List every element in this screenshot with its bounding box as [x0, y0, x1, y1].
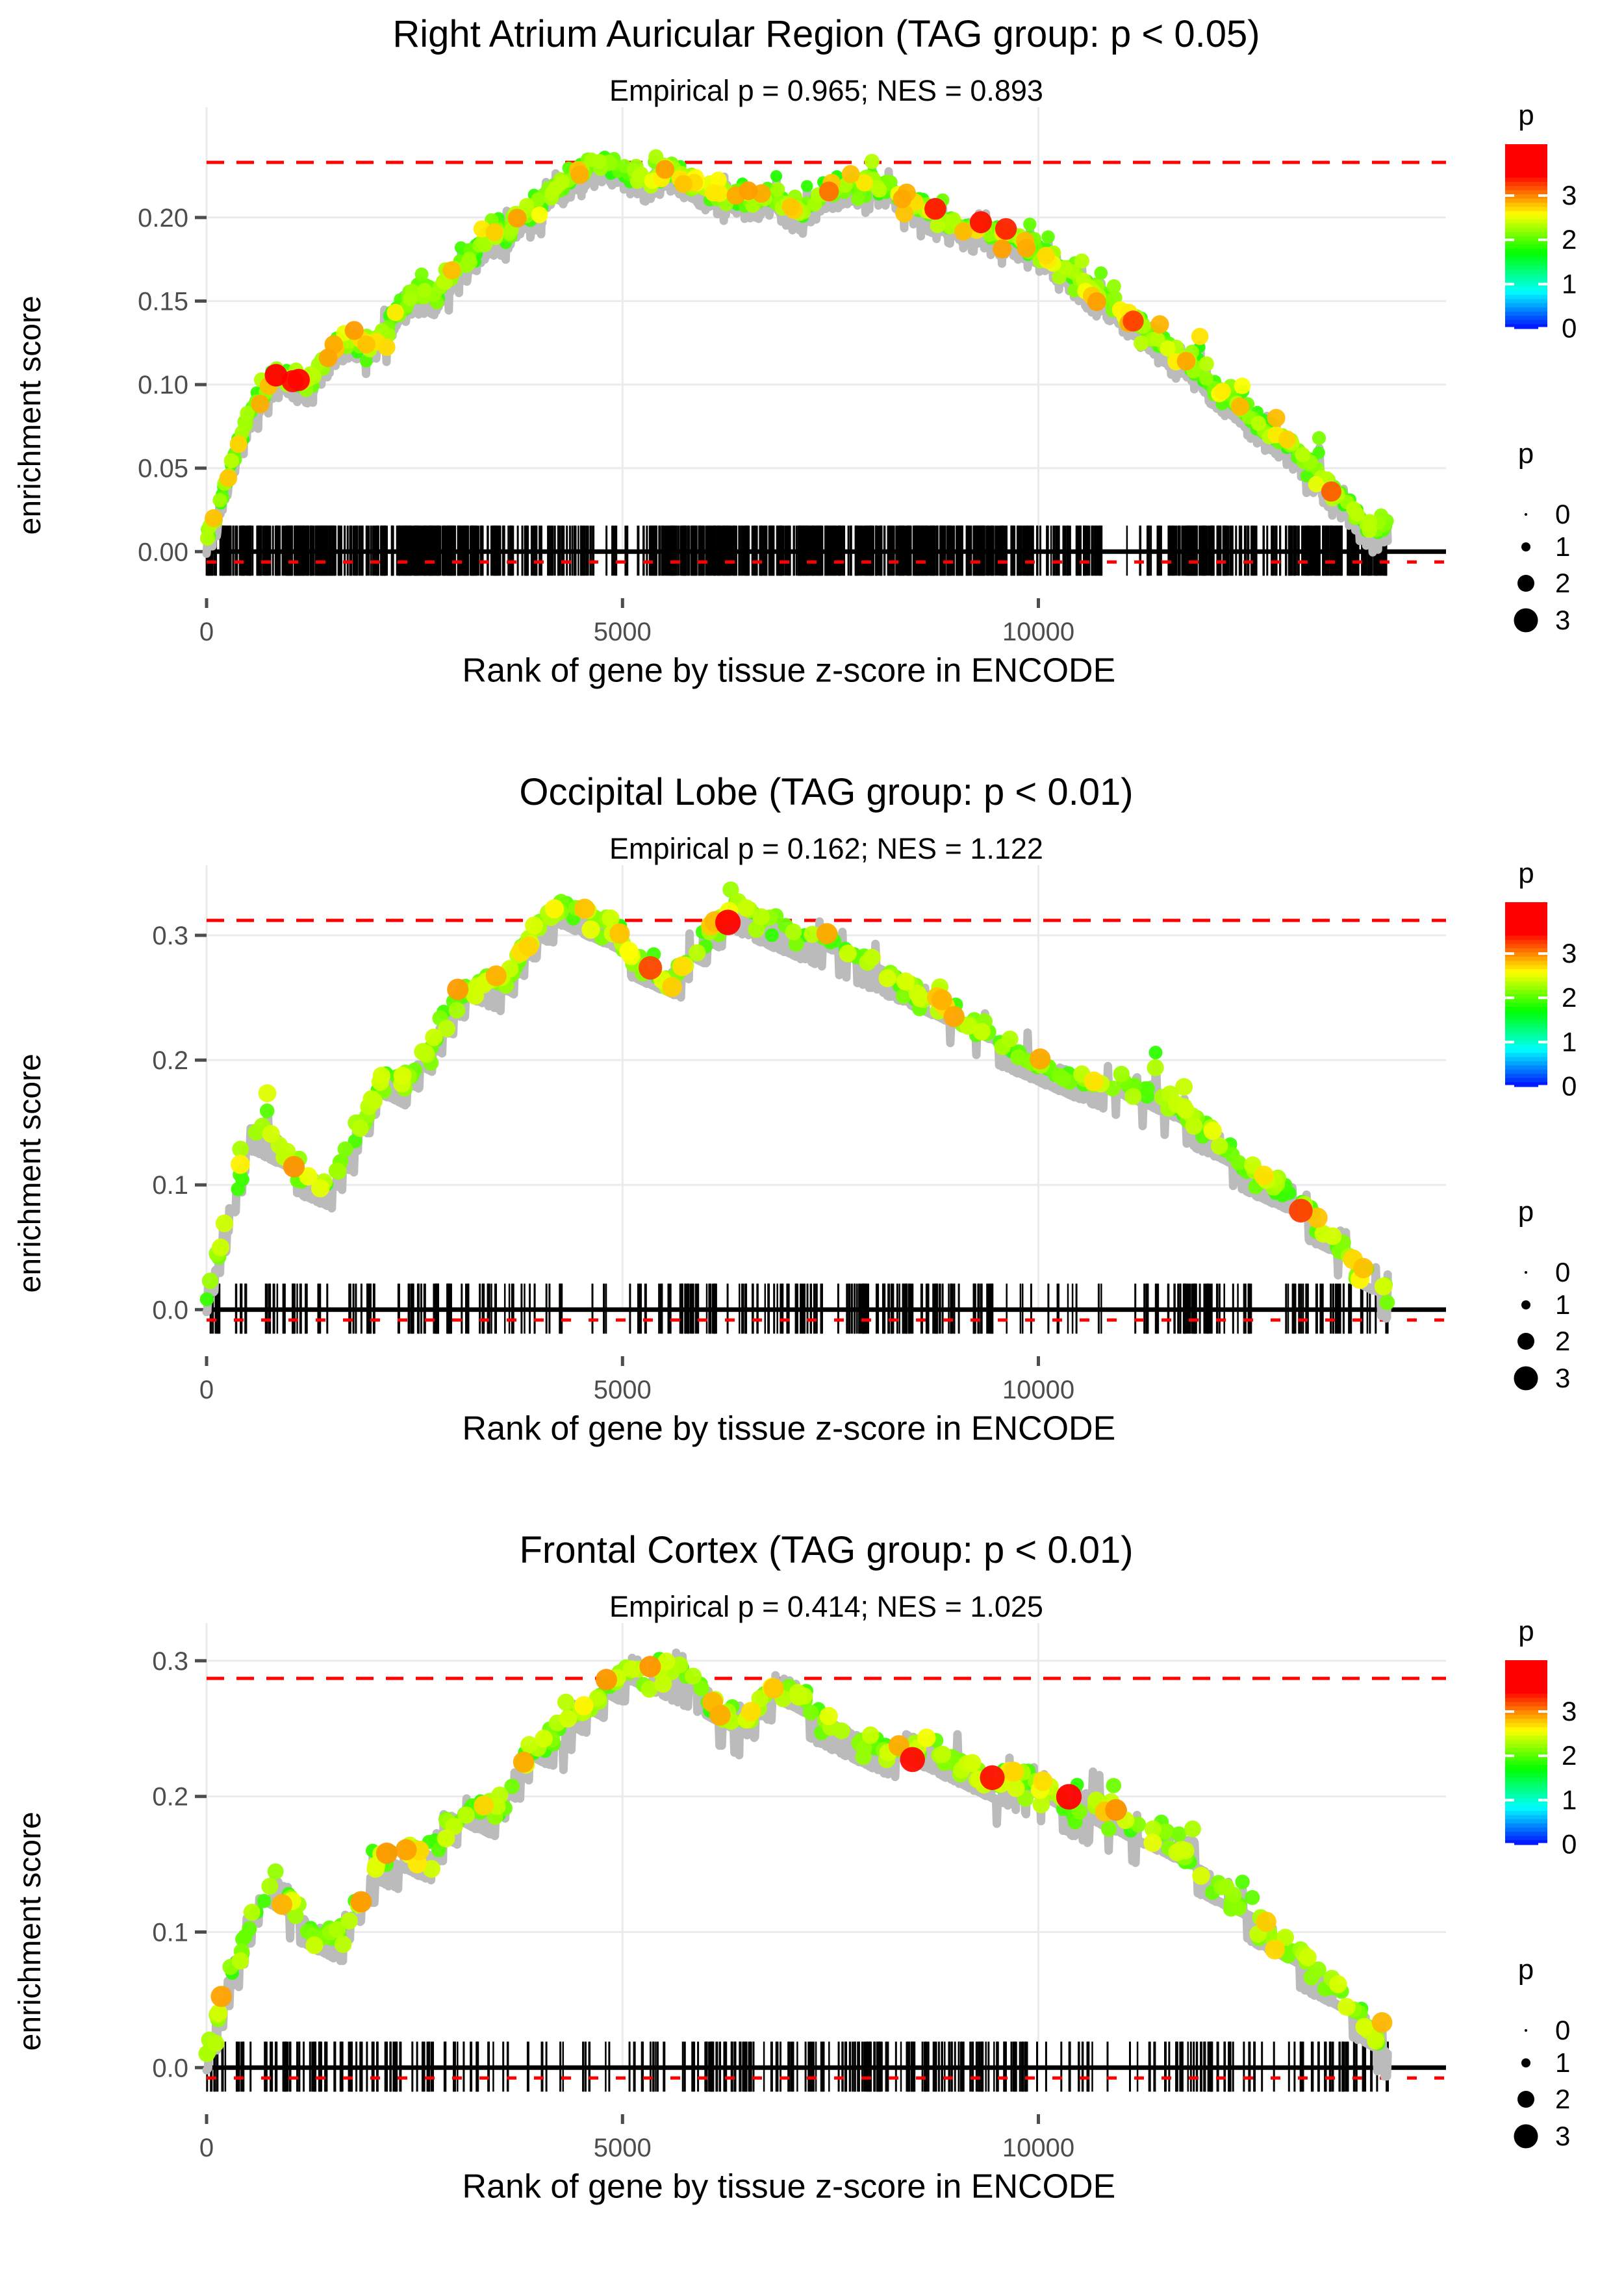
svg-text:1: 1	[1562, 1784, 1577, 1815]
svg-text:2: 2	[1555, 2084, 1570, 2114]
svg-text:1: 1	[1562, 1026, 1577, 1057]
svg-text:p: p	[1518, 857, 1534, 889]
svg-text:10000: 10000	[1002, 2134, 1074, 2162]
svg-text:5000: 5000	[594, 1376, 652, 1404]
svg-text:3: 3	[1555, 2121, 1570, 2151]
svg-text:Empirical p = 0.162; NES = 1.1: Empirical p = 0.162; NES = 1.122	[609, 832, 1043, 865]
svg-text:1: 1	[1562, 268, 1577, 299]
svg-text:0.3: 0.3	[152, 1647, 188, 1676]
svg-text:p: p	[1518, 99, 1534, 131]
svg-text:enrichment score: enrichment score	[13, 1812, 47, 2051]
svg-text:0: 0	[1555, 2015, 1570, 2045]
svg-text:Rank of gene by tissue z-score: Rank of gene by tissue z-score in ENCODE	[463, 2167, 1116, 2205]
svg-text:0: 0	[1555, 499, 1570, 529]
svg-text:0: 0	[199, 2134, 214, 2162]
svg-text:2: 2	[1555, 1326, 1570, 1356]
svg-text:2: 2	[1562, 982, 1577, 1013]
svg-text:0.2: 0.2	[152, 1783, 188, 1812]
svg-text:0.10: 0.10	[138, 371, 188, 399]
svg-text:10000: 10000	[1002, 1376, 1074, 1404]
svg-text:10000: 10000	[1002, 618, 1074, 646]
svg-text:0: 0	[1562, 1071, 1577, 1102]
svg-text:Rank of gene by tissue z-score: Rank of gene by tissue z-score in ENCODE	[463, 1409, 1116, 1447]
svg-text:p: p	[1518, 1196, 1534, 1228]
svg-text:0.00: 0.00	[138, 538, 188, 566]
svg-text:Empirical p = 0.965; NES = 0.8: Empirical p = 0.965; NES = 0.893	[609, 74, 1043, 107]
svg-text:0: 0	[199, 618, 214, 646]
svg-text:2: 2	[1562, 1740, 1577, 1771]
svg-text:3: 3	[1562, 180, 1577, 210]
svg-text:enrichment score: enrichment score	[13, 296, 47, 535]
svg-text:1: 1	[1555, 1289, 1570, 1320]
svg-text:Right Atrium Auricular Region: Right Atrium Auricular Region (TAG group…	[392, 13, 1260, 55]
svg-text:0.20: 0.20	[138, 204, 188, 233]
svg-text:p: p	[1518, 1615, 1534, 1647]
svg-text:5000: 5000	[594, 2134, 652, 2162]
svg-text:0: 0	[1562, 1829, 1577, 1860]
svg-text:Occipital Lobe (TAG group: p <: Occipital Lobe (TAG group: p < 0.01)	[519, 771, 1133, 813]
svg-text:0: 0	[199, 1376, 214, 1404]
svg-text:0: 0	[1562, 313, 1577, 344]
svg-text:1: 1	[1555, 2047, 1570, 2078]
svg-text:2: 2	[1562, 224, 1577, 255]
svg-text:Frontal Cortex (TAG group: p <: Frontal Cortex (TAG group: p < 0.01)	[519, 1529, 1133, 1571]
svg-text:0.05: 0.05	[138, 455, 188, 483]
svg-text:0.0: 0.0	[152, 1296, 188, 1324]
svg-text:0.1: 0.1	[152, 1919, 188, 1947]
svg-text:2: 2	[1555, 568, 1570, 598]
svg-text:Rank of gene by tissue z-score: Rank of gene by tissue z-score in ENCODE	[463, 651, 1116, 689]
svg-text:3: 3	[1555, 605, 1570, 635]
svg-text:3: 3	[1562, 1696, 1577, 1726]
svg-text:0.15: 0.15	[138, 288, 188, 316]
svg-text:0.3: 0.3	[152, 922, 188, 950]
svg-text:1: 1	[1555, 531, 1570, 562]
svg-text:3: 3	[1562, 938, 1577, 968]
svg-text:0.2: 0.2	[152, 1046, 188, 1075]
svg-text:Empirical p = 0.414; NES = 1.0: Empirical p = 0.414; NES = 1.025	[609, 1590, 1043, 1623]
svg-text:0.0: 0.0	[152, 2054, 188, 2082]
svg-text:p: p	[1518, 1954, 1534, 1986]
svg-text:3: 3	[1555, 1363, 1570, 1393]
svg-text:enrichment score: enrichment score	[13, 1054, 47, 1293]
svg-text:p: p	[1518, 438, 1534, 470]
svg-text:0.1: 0.1	[152, 1171, 188, 1200]
svg-text:5000: 5000	[594, 618, 652, 646]
svg-text:0: 0	[1555, 1257, 1570, 1287]
